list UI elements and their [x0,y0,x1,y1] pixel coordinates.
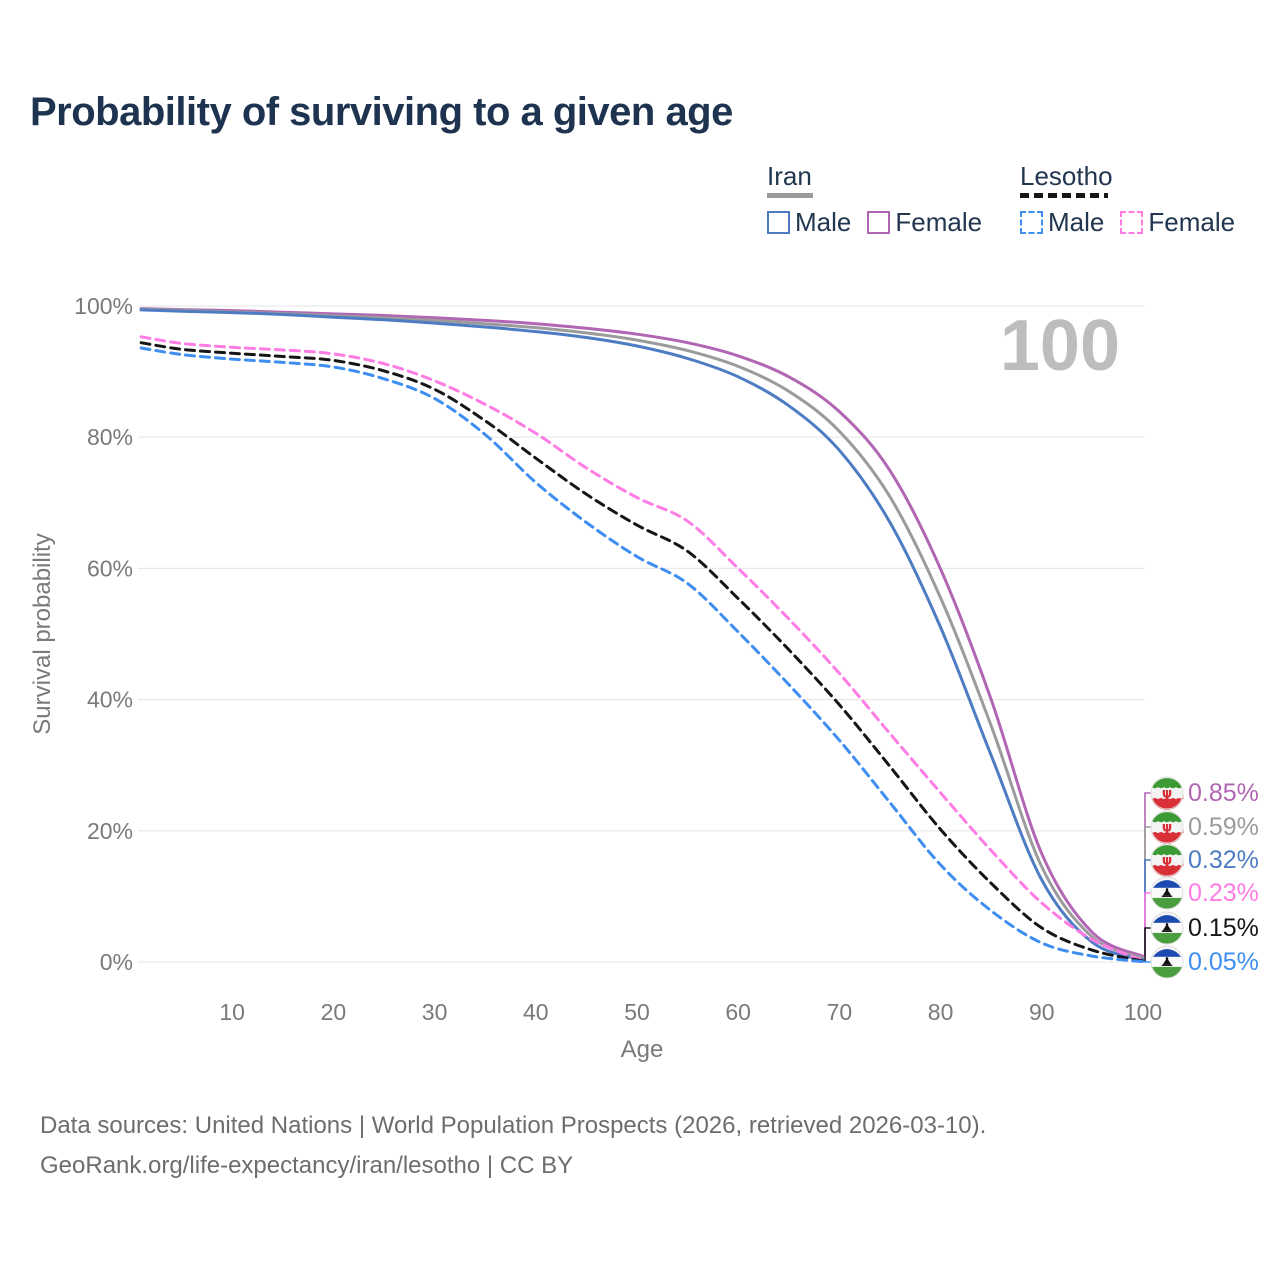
age-counter-watermark: 100 [1000,306,1120,386]
x-tick-label: 30 [422,999,448,1025]
iran-flag-icon: ψ [1150,843,1184,877]
iran-flag-icon: ψ [1150,810,1184,844]
end-label-iran-male: ψ 0.32% [1150,843,1259,877]
end-label-lesotho-male: 0.05% [1150,945,1259,979]
end-label-value: 0.59% [1188,812,1259,841]
legend-swatch-solid [867,211,891,234]
x-tick-label: 50 [624,999,650,1025]
legend-item-iran-male[interactable]: Male [767,207,851,238]
legend-swatch-dashed [1120,211,1144,234]
legend-item-label: Male [1048,207,1105,237]
legend: Iran Male Female Lesotho Male Female [767,161,1280,241]
svg-text:ψ: ψ [1162,821,1172,836]
svg-text:ψ: ψ [1162,787,1172,802]
legend-item-label: Female [895,207,983,237]
legend-item-lesotho-male[interactable]: Male [1020,207,1104,238]
survival-chart: 100 0% 20% 40% 60% 80% 100% 10 20 30 40 50 60 70 80 9… [29,293,1162,1063]
lesotho-flag-icon [1150,876,1184,910]
footer: Data sources: United Nations | World Pop… [40,1106,986,1186]
curve-lesotho-female [139,335,1145,962]
svg-text:ψ: ψ [1162,854,1172,869]
y-tick-label: 20% [87,818,133,844]
y-axis-title: Survival probability [29,533,56,734]
x-tick-label: 90 [1029,999,1055,1025]
legend-item-label: Male [795,207,852,237]
lesotho-flag-icon [1150,945,1184,979]
footer-sources: Data sources: United Nations | World Pop… [40,1112,987,1139]
legend-item-label: Female [1148,207,1236,237]
lesotho-flag-icon [1150,911,1184,945]
curve-lesotho-male [139,346,1145,964]
curve-iran-female [139,307,1145,958]
x-tick-label: 70 [827,999,853,1025]
curve-lesotho-both [139,341,1145,963]
gridlines [138,305,1145,963]
end-label-value: 0.15% [1188,913,1259,942]
y-tick-label: 80% [87,424,133,450]
x-tick-label: 100 [1124,999,1162,1025]
x-axis-title: Age [621,1036,664,1063]
end-label-lesotho-both: 0.15% [1150,911,1259,945]
footer-attribution: GeoRank.org/life-expectancy/iran/lesotho… [40,1152,574,1179]
y-tick-label: 60% [87,555,133,581]
legend-item-lesotho-female[interactable]: Female [1120,207,1235,238]
end-label-iran-both: ψ 0.59% [1150,810,1259,844]
end-label-iran-female: ψ 0.85% [1150,776,1259,810]
end-label-value: 0.85% [1188,778,1259,807]
page-title: Probability of surviving to a given age [30,90,733,134]
legend-group-iran: Iran Male Female [767,161,998,238]
y-tick-label: 0% [100,949,133,975]
x-tick-label: 60 [725,999,751,1025]
y-axis-ticks: 0% 20% 40% 60% 80% 100% [74,293,133,975]
x-tick-label: 10 [219,999,245,1025]
legend-dashed-line-sample [1020,193,1108,198]
x-axis-ticks: 10 20 30 40 50 60 70 80 90 100 [219,999,1162,1025]
iran-flag-icon: ψ [1150,776,1184,810]
x-tick-label: 20 [321,999,347,1025]
legend-country-label: Iran [767,161,812,191]
y-tick-label: 40% [87,687,133,713]
survival-curves [139,307,1145,964]
curve-iran-both [139,307,1145,960]
end-label-value: 0.32% [1188,845,1259,874]
y-tick-label: 100% [74,293,133,319]
legend-item-iran-female[interactable]: Female [867,207,982,238]
legend-country-label: Lesotho [1020,161,1113,191]
x-tick-label: 80 [928,999,954,1025]
curve-iran-male [139,308,1145,962]
end-label-value: 0.05% [1188,947,1259,976]
legend-solid-line-sample [767,193,813,198]
x-tick-label: 40 [523,999,549,1025]
legend-group-lesotho: Lesotho Male Female [1020,161,1251,238]
legend-swatch-dashed [1020,211,1043,234]
end-label-lesotho-female: 0.23% [1150,876,1259,910]
end-label-value: 0.23% [1188,878,1259,907]
legend-swatch-solid [767,211,790,234]
